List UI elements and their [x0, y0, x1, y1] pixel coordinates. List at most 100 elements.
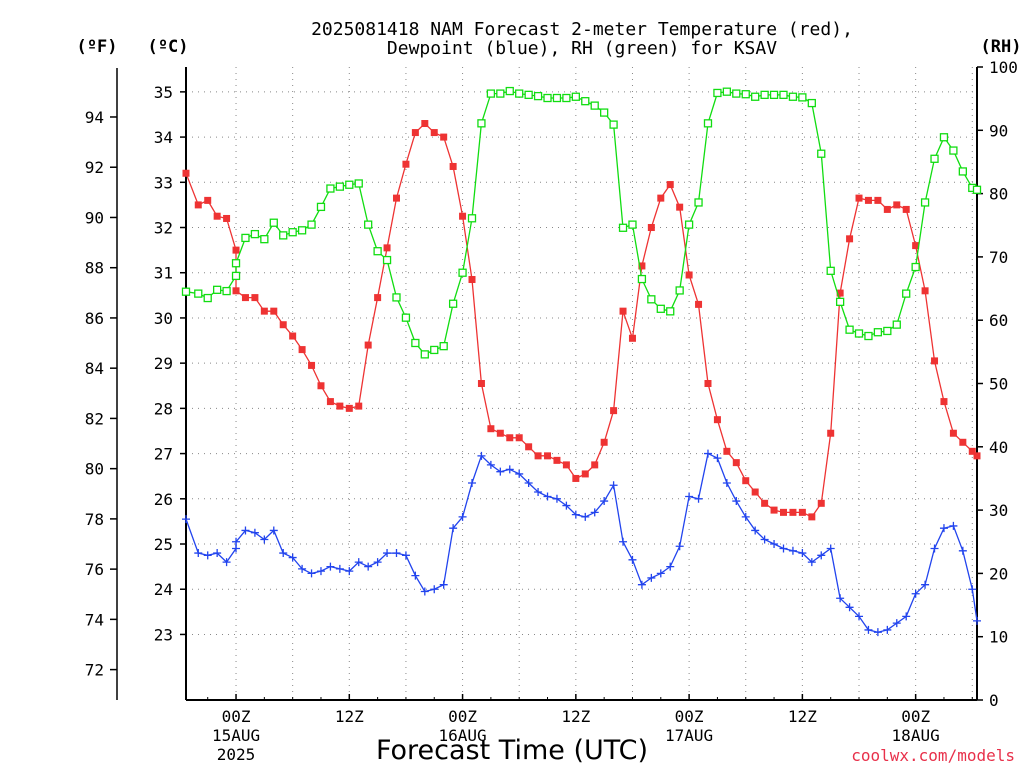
axes: [110, 66, 983, 701]
data-point: [741, 90, 750, 99]
data-point: [590, 508, 599, 517]
rh-tick-label: 100: [989, 58, 1018, 77]
series-line: [185, 90, 978, 356]
data-point: [873, 328, 883, 337]
data-point: [250, 528, 259, 537]
data-point: [675, 542, 684, 551]
rh-tick-label: 80: [989, 185, 1008, 204]
data-point: [732, 497, 741, 506]
data-point: [685, 492, 694, 501]
data-point: [874, 196, 882, 204]
data-point: [921, 580, 930, 589]
data-point: [694, 494, 703, 503]
data-point: [666, 307, 675, 316]
x-tick-label-date: 17AUG: [665, 726, 713, 745]
data-point: [448, 299, 458, 308]
celsius-tick-label: 26: [154, 490, 173, 509]
celsius-tick-label: 23: [154, 625, 173, 644]
data-point: [760, 535, 769, 544]
data-point: [458, 512, 467, 521]
data-point: [562, 461, 570, 469]
data-point: [779, 508, 787, 516]
data-point: [345, 567, 354, 576]
data-point: [430, 129, 438, 137]
rh-axis-label: (RH): [981, 37, 1022, 57]
data-point: [600, 497, 609, 506]
data-point: [430, 345, 439, 355]
x-tick-label-time: 00Z: [675, 707, 704, 726]
data-point: [392, 293, 401, 302]
data-point: [571, 92, 580, 101]
data-point: [298, 564, 307, 573]
rh-tick-label: 90: [989, 121, 1008, 140]
data-point: [883, 205, 891, 213]
data-point: [534, 488, 543, 497]
data-point: [826, 266, 835, 275]
data-point: [911, 262, 920, 272]
data-point: [789, 508, 797, 516]
data-point: [486, 460, 495, 469]
data-point: [864, 196, 872, 204]
data-point: [562, 501, 571, 510]
data-point: [364, 220, 373, 229]
data-point: [458, 268, 467, 277]
data-point: [836, 594, 845, 603]
x-tick-label-year: 2025: [217, 745, 256, 764]
data-point: [468, 276, 476, 284]
chart-title-line2: Dewpoint (blue), RH (green) for KSAV: [387, 38, 777, 59]
data-point: [467, 214, 477, 223]
data-point: [298, 346, 306, 354]
data-point: [440, 133, 448, 141]
data-point: [600, 108, 609, 117]
data-point: [666, 181, 674, 189]
data-point: [883, 326, 892, 336]
celsius-tick-label: 35: [154, 83, 173, 102]
data-point: [610, 407, 618, 415]
data-point: [496, 89, 505, 98]
data-point: [817, 499, 825, 507]
data-point: [231, 271, 241, 281]
data-point: [676, 203, 684, 211]
data-point: [241, 294, 249, 302]
data-point: [515, 89, 524, 98]
data-point: [260, 535, 269, 544]
data-point: [289, 332, 297, 340]
data-point: [355, 402, 363, 410]
data-point: [921, 287, 929, 295]
data-point: [552, 494, 561, 503]
data-point: [798, 93, 807, 102]
data-point: [533, 91, 543, 101]
data-point: [958, 546, 967, 555]
data-point: [902, 205, 910, 213]
data-point: [807, 558, 816, 567]
data-point: [316, 567, 325, 576]
data-point: [232, 287, 240, 295]
data-point: [571, 510, 580, 519]
fahrenheit-tick-label: 76: [85, 560, 104, 579]
data-point: [552, 93, 562, 103]
data-point: [223, 214, 231, 222]
data-point: [336, 402, 344, 410]
data-point: [873, 628, 882, 637]
data-point: [364, 562, 373, 571]
data-point: [628, 555, 637, 564]
fahrenheit-tick-label: 94: [85, 108, 104, 127]
fahrenheit-tick-label: 82: [85, 409, 104, 428]
data-point: [354, 179, 363, 188]
data-point: [892, 320, 901, 329]
data-point: [420, 350, 429, 359]
x-tick-label-time: 12Z: [335, 707, 364, 726]
data-point: [373, 247, 382, 256]
data-point: [505, 86, 514, 96]
celsius-tick-label: 31: [154, 264, 173, 283]
data-point: [684, 220, 694, 229]
data-point: [524, 90, 533, 100]
data-point: [647, 224, 655, 232]
data-point: [751, 92, 760, 101]
series-group: [181, 86, 982, 359]
data-point: [182, 169, 190, 177]
series-layer: [181, 86, 982, 637]
data-point: [732, 89, 741, 98]
data-point: [893, 201, 901, 209]
data-point: [590, 101, 599, 110]
